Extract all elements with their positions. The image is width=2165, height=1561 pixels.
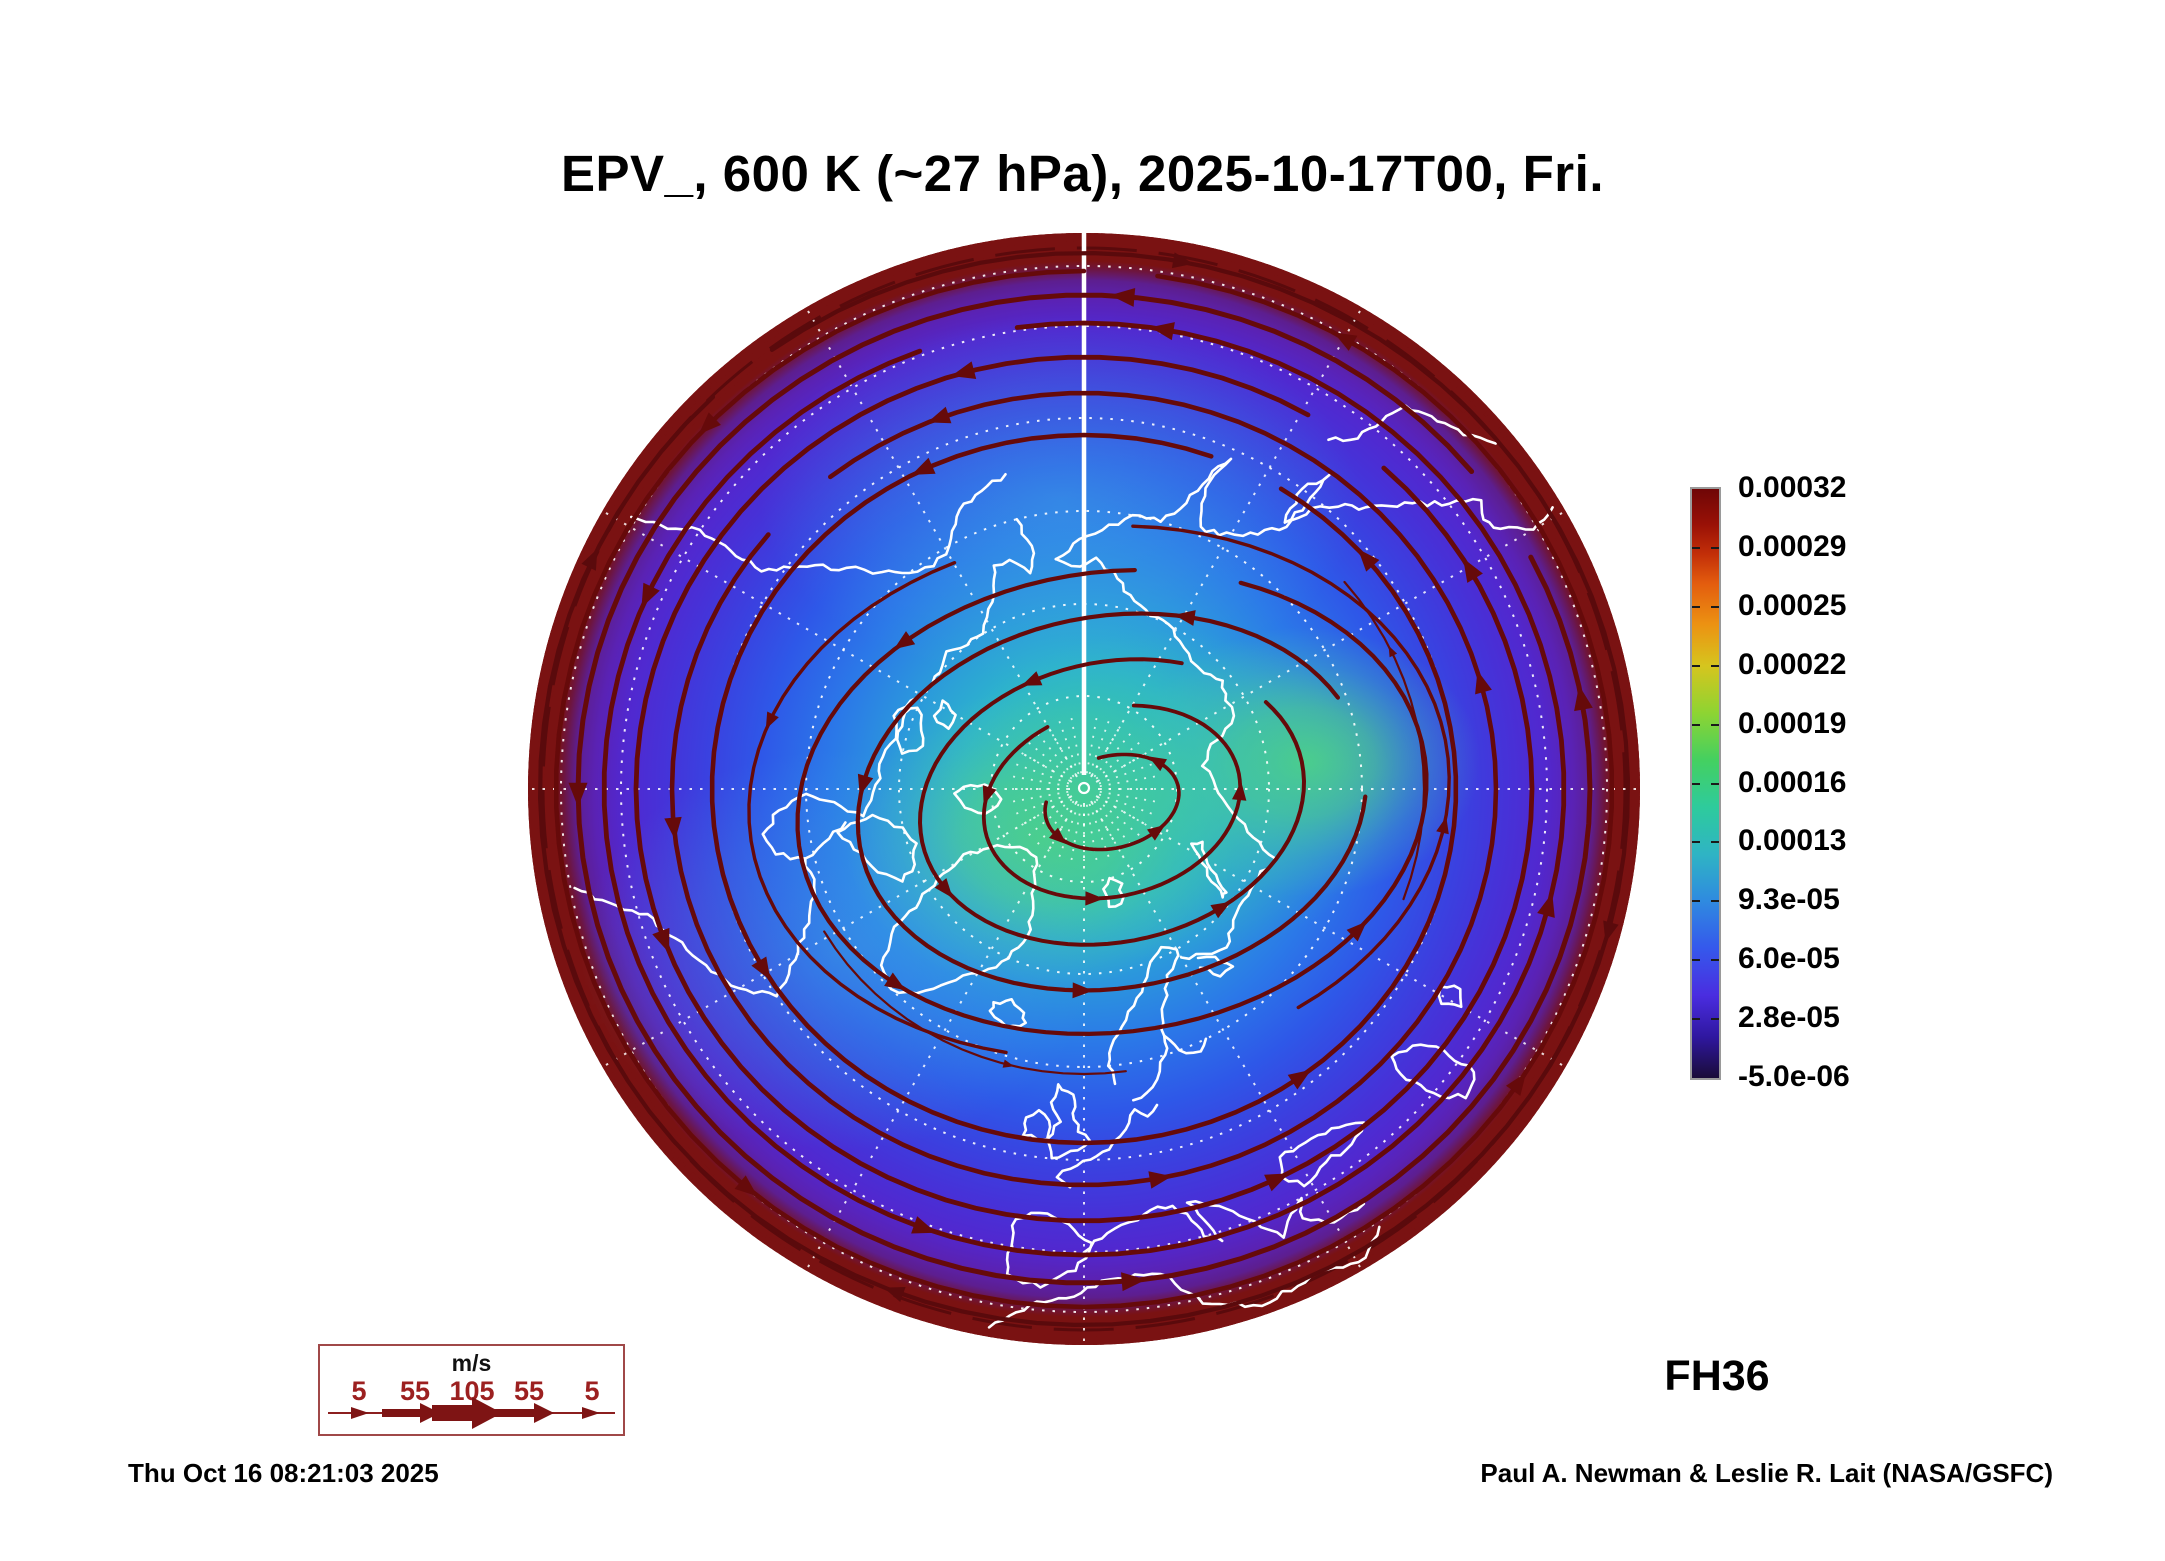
wind-speed-legend: m/s 5 55 105 55 5 <box>318 1344 625 1436</box>
wind-speed-value: 5 <box>351 1376 367 1406</box>
colorbar-tick-label: 2.8e-05 <box>1738 1001 1840 1035</box>
credit-line: Paul A. Newman & Leslie R. Lait (NASA/GS… <box>1480 1458 2053 1488</box>
wind-speed-value: 5 <box>584 1376 600 1406</box>
pole-marker <box>1077 781 1091 795</box>
forecast-hour-label: FH36 <box>1664 1352 1770 1400</box>
colorbar-tick-label: 6.0e-05 <box>1738 942 1840 976</box>
colorbar-tick-label: -5.0e-06 <box>1738 1060 1850 1093</box>
wind-speed-value: 55 <box>513 1376 545 1406</box>
colorbar-gradient <box>1690 487 1721 1080</box>
colorbar-tick-label: 0.00029 <box>1738 529 1847 563</box>
coastlines-layer <box>573 404 1554 1329</box>
generation-timestamp: Thu Oct 16 08:21:03 2025 <box>128 1458 439 1488</box>
colorbar-tick-label: 9.3e-05 <box>1738 883 1840 917</box>
wind-unit-label: m/s <box>451 1350 492 1376</box>
colorbar-tick-label: 0.00032 <box>1738 471 1847 504</box>
colorbar-tick-label: 0.00025 <box>1738 588 1847 622</box>
page-title: EPV_, 600 K (~27 hPa), 2025-10-17T00, Fr… <box>561 145 1604 202</box>
colorbar-tick-label: 0.00019 <box>1738 706 1847 740</box>
wind-speed-value: 55 <box>399 1376 431 1406</box>
wind-arrow-scale-icon <box>328 1397 615 1429</box>
colorbar-tick-label: 0.00013 <box>1738 824 1847 858</box>
epv-low-anomalies <box>580 315 1480 1150</box>
wind-streamlines-layer <box>537 250 1631 1328</box>
colorbar-tick-label: 0.00016 <box>1738 765 1847 799</box>
colorbar-tick-label: 0.00022 <box>1738 647 1847 681</box>
